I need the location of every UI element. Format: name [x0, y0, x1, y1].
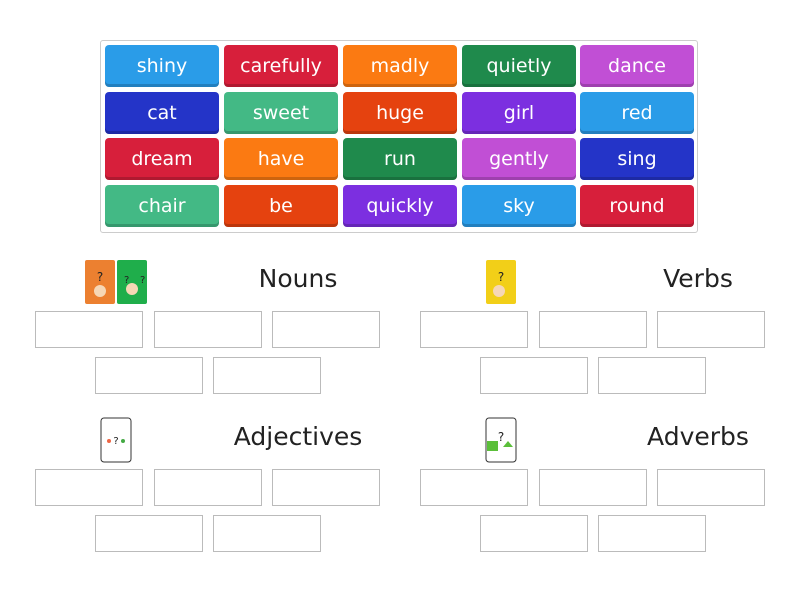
drop-slot[interactable] [657, 469, 765, 506]
word-tile[interactable]: be [224, 185, 338, 227]
what-like-card-icon: ? [100, 417, 132, 467]
word-tile[interactable]: sky [462, 185, 576, 227]
drop-slot[interactable] [272, 469, 380, 506]
svg-text:?: ? [140, 275, 145, 286]
word-tile[interactable]: sing [580, 138, 694, 180]
word-tile[interactable]: dance [580, 45, 694, 87]
word-tile[interactable]: sweet [224, 92, 338, 134]
drop-slot[interactable] [35, 311, 143, 348]
drop-slot[interactable] [480, 357, 588, 394]
drop-slot[interactable] [154, 469, 262, 506]
word-bank: shiny carefully madly quietly dance cat sweet h… [100, 40, 698, 233]
doing-what-card-icon: ? [485, 259, 517, 309]
word-tile[interactable]: quietly [462, 45, 576, 87]
drop-slot[interactable] [598, 515, 706, 552]
group-title: Nouns [258, 264, 338, 293]
word-tile[interactable]: red [580, 92, 694, 134]
svg-text:?: ? [113, 436, 118, 447]
drop-slot[interactable] [657, 311, 765, 348]
drop-slot[interactable] [213, 357, 321, 394]
svg-text:?: ? [97, 270, 103, 284]
word-tile[interactable]: huge [343, 92, 457, 134]
word-tile[interactable]: gently [462, 138, 576, 180]
drop-slot[interactable] [272, 311, 380, 348]
group-title: Adverbs [647, 422, 749, 451]
word-tile[interactable]: carefully [224, 45, 338, 87]
word-tile[interactable]: have [224, 138, 338, 180]
svg-text:?: ? [498, 270, 504, 284]
word-tile[interactable]: round [580, 185, 694, 227]
word-tile[interactable]: girl [462, 92, 576, 134]
group-title: Adjectives [233, 422, 363, 451]
svg-text:?: ? [124, 275, 129, 286]
word-tile[interactable]: shiny [105, 45, 219, 87]
how-card-icon: ? [485, 417, 517, 467]
who-what-cards-icon: ??? [84, 259, 148, 309]
drop-slot[interactable] [213, 515, 321, 552]
drop-slot[interactable] [95, 515, 203, 552]
word-tile[interactable]: cat [105, 92, 219, 134]
drop-slot[interactable] [539, 469, 647, 506]
drop-slot[interactable] [154, 311, 262, 348]
drop-slot[interactable] [539, 311, 647, 348]
drop-slot[interactable] [598, 357, 706, 394]
word-tile[interactable]: madly [343, 45, 457, 87]
svg-text:?: ? [498, 430, 504, 444]
word-tile[interactable]: run [343, 138, 457, 180]
word-tile[interactable]: quickly [343, 185, 457, 227]
word-tile[interactable]: dream [105, 138, 219, 180]
word-tile[interactable]: chair [105, 185, 219, 227]
drop-slot[interactable] [420, 469, 528, 506]
drop-slot[interactable] [420, 311, 528, 348]
drop-slot[interactable] [95, 357, 203, 394]
drop-slot[interactable] [35, 469, 143, 506]
group-title: Verbs [663, 264, 733, 293]
drop-slot[interactable] [480, 515, 588, 552]
